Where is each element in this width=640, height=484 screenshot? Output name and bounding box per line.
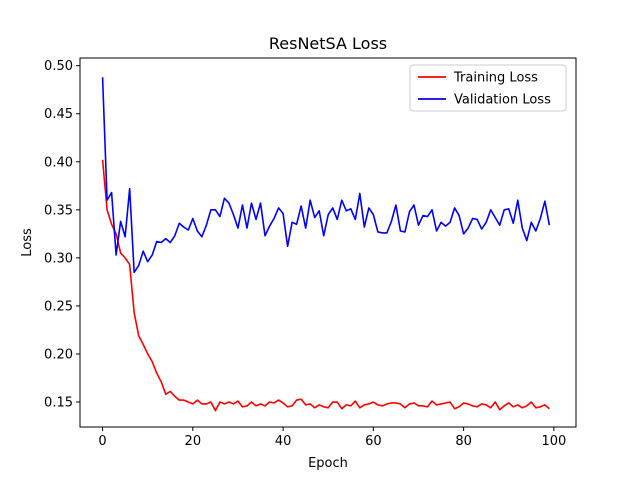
legend-entry-label: Training Loss <box>453 71 538 86</box>
y-tick-label: 0.35 <box>44 203 73 218</box>
x-tick-label: 80 <box>455 434 472 449</box>
series-line-training-loss <box>101 159 550 412</box>
legend-box <box>409 64 567 112</box>
x-tick-label: 20 <box>185 434 202 449</box>
y-tick-label: 0.30 <box>44 251 73 266</box>
x-tick-label: 100 <box>541 434 566 449</box>
y-tick-label: 0.20 <box>44 347 73 362</box>
y-tick-label: 0.45 <box>44 107 73 122</box>
x-tick-label: 60 <box>365 434 382 449</box>
y-axis-label: Loss <box>20 228 35 257</box>
x-tick-label: 0 <box>98 434 106 449</box>
series-line-validation-loss <box>101 77 551 274</box>
y-tick-label: 0.25 <box>44 299 73 314</box>
y-tick-label: 0.15 <box>44 396 73 411</box>
y-tick-label: 0.50 <box>44 59 73 74</box>
x-axis-label: Epoch <box>308 456 348 471</box>
chart-legend: Training Loss Validation Loss <box>409 64 567 112</box>
plot-area: 0 20 40 60 80 100 0.15 0.20 0.25 0.30 0.35 0.40 0.45… <box>44 57 577 449</box>
y-tick-label: 0.40 <box>44 155 73 170</box>
legend-entry-label: Validation Loss <box>454 93 551 108</box>
axes-frame <box>79 57 577 428</box>
chart-title: ResNetSA Loss <box>269 34 387 53</box>
x-tick-label: 40 <box>275 434 292 449</box>
